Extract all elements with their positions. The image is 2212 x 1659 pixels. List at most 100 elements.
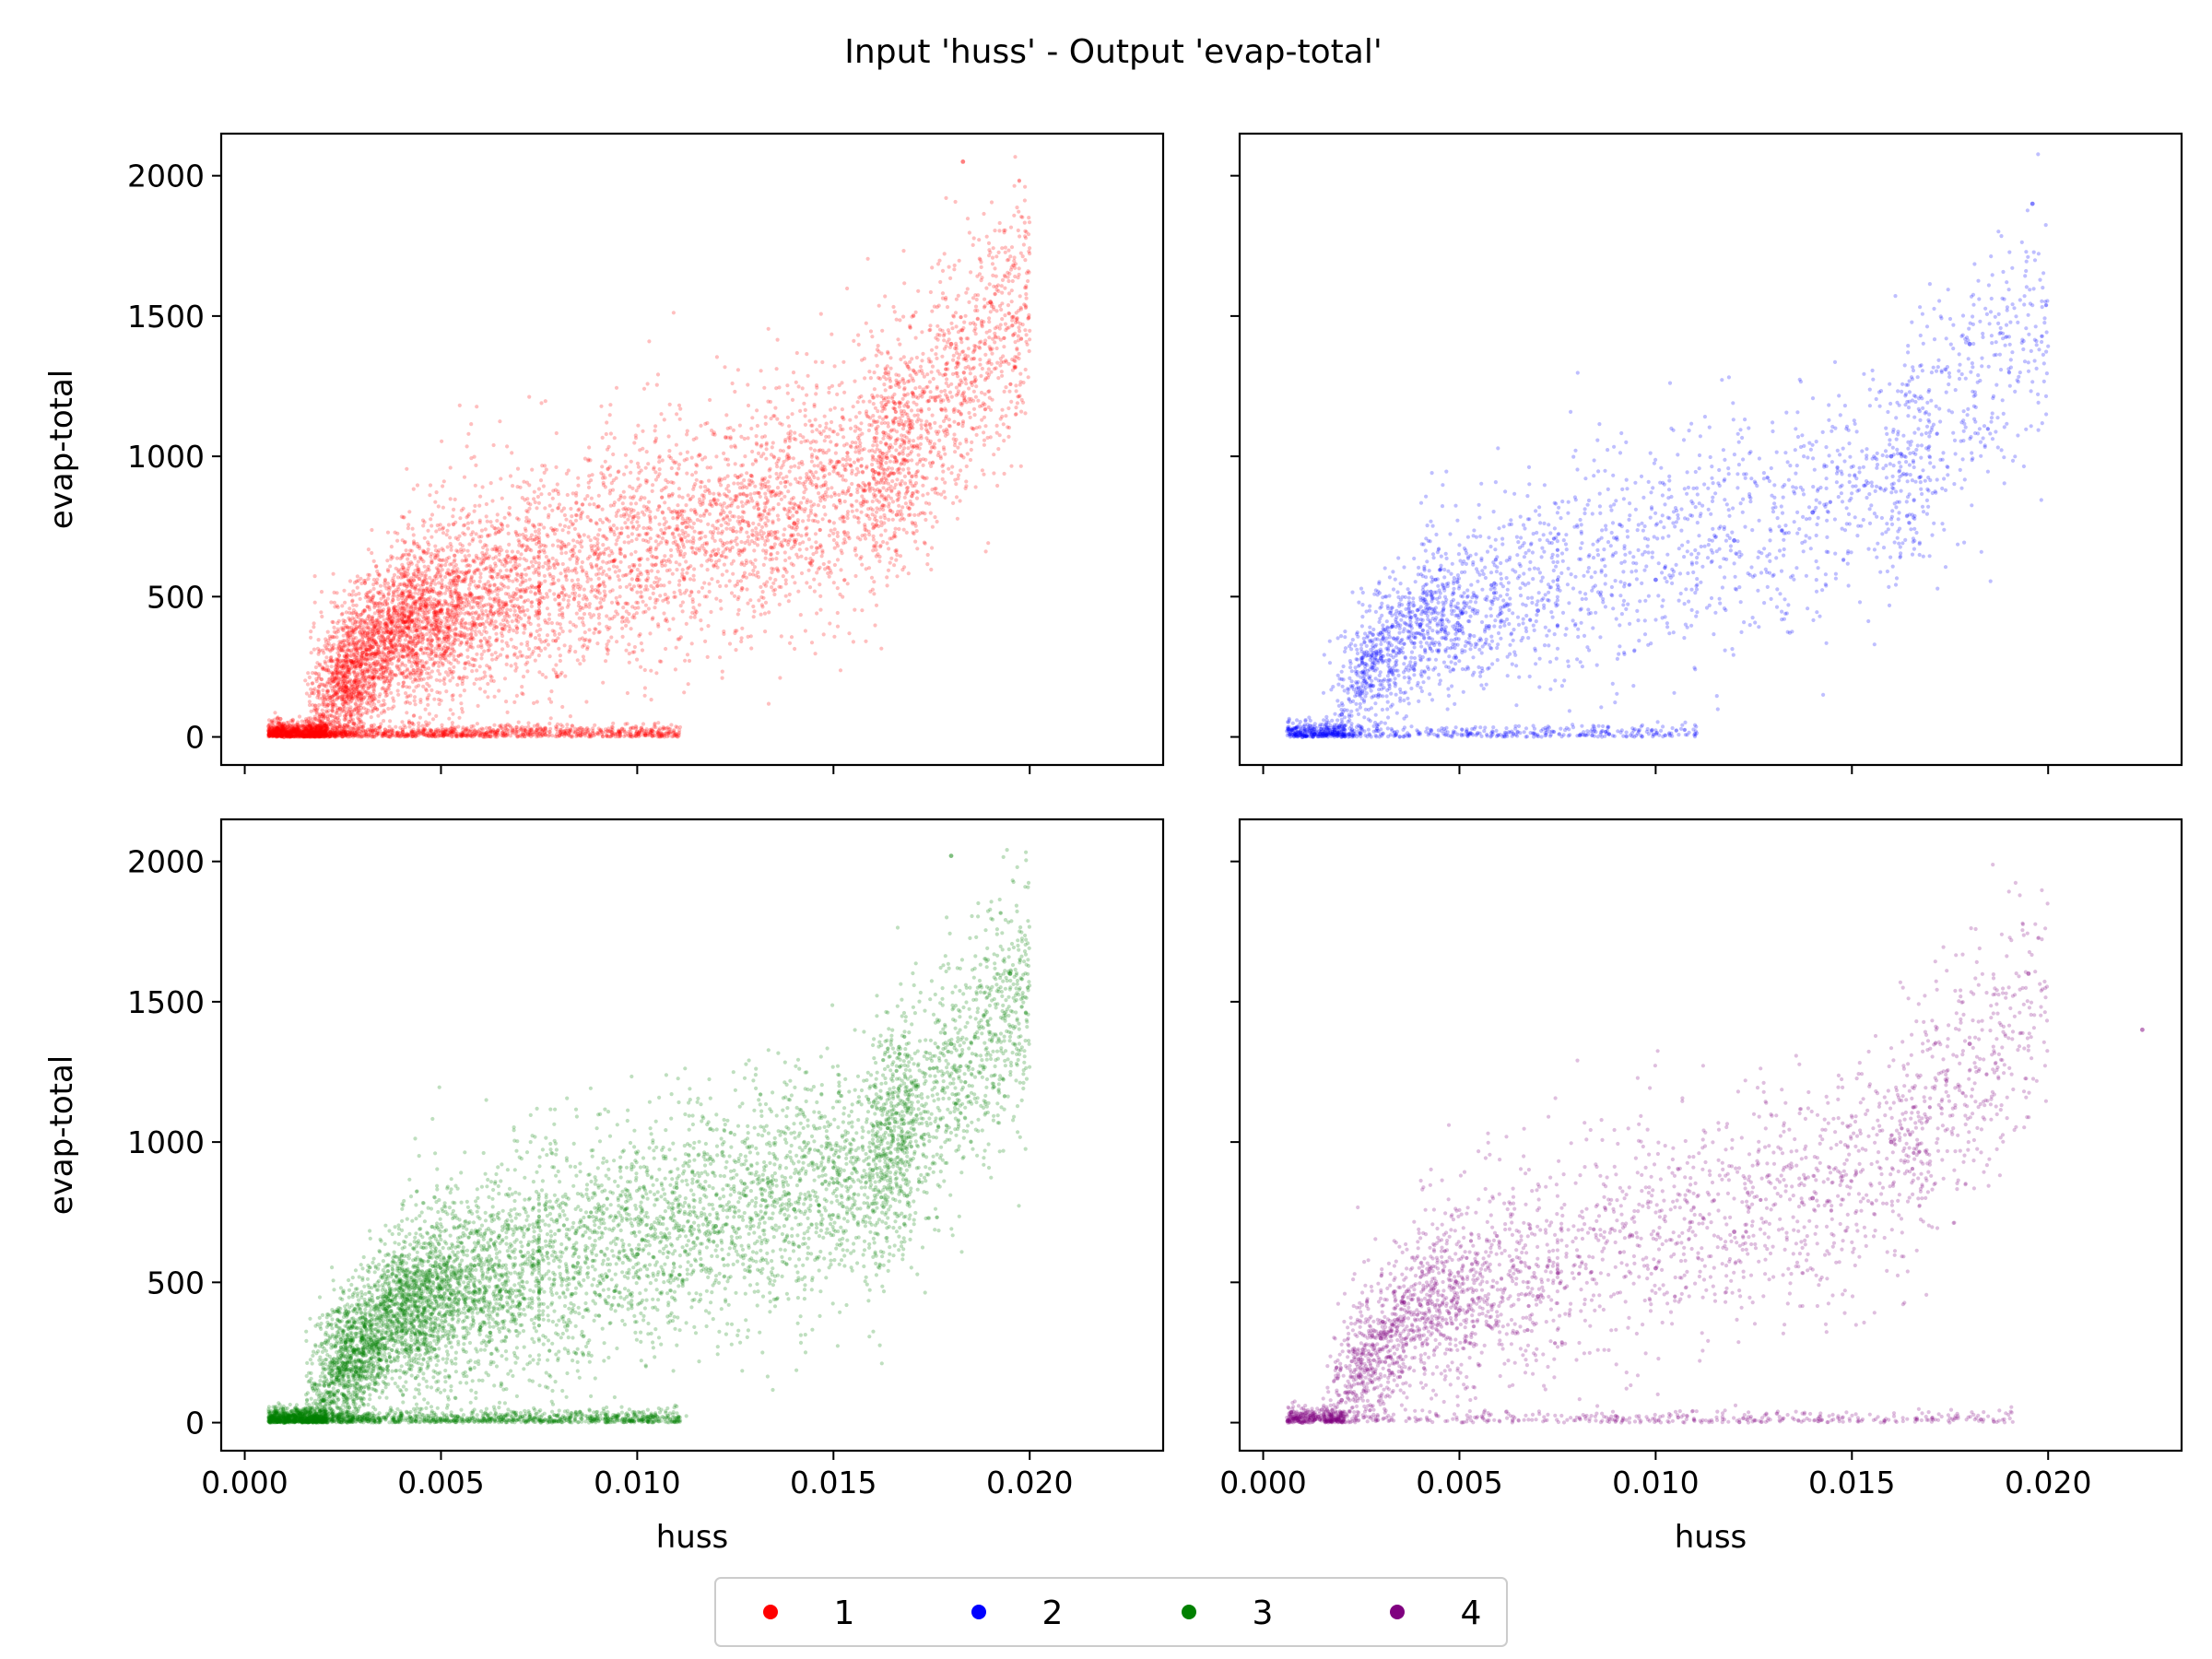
scatter-point bbox=[712, 564, 716, 569]
scatter-point bbox=[367, 730, 371, 735]
scatter-point bbox=[514, 618, 519, 623]
scatter-point bbox=[303, 678, 308, 683]
scatter-point bbox=[470, 669, 475, 674]
scatter-point bbox=[483, 553, 488, 558]
scatter-point bbox=[1021, 242, 1026, 247]
scatter-point bbox=[928, 390, 933, 394]
scatter-point bbox=[709, 609, 713, 615]
scatter-point bbox=[424, 573, 429, 578]
scatter-series-1 bbox=[266, 155, 1032, 739]
scatter-point bbox=[982, 438, 987, 442]
scatter-point bbox=[412, 695, 418, 700]
scatter-point bbox=[519, 641, 524, 646]
scatter-point bbox=[302, 733, 307, 738]
scatter-point bbox=[845, 454, 850, 459]
scatter-point bbox=[689, 641, 694, 646]
scatter-point bbox=[629, 577, 634, 582]
scatter-point bbox=[806, 513, 811, 519]
scatter-point bbox=[767, 512, 771, 516]
scatter-point bbox=[857, 410, 862, 415]
scatter-point bbox=[787, 424, 792, 429]
scatter-point bbox=[972, 413, 977, 418]
scatter-point bbox=[375, 604, 380, 608]
scatter-point bbox=[921, 463, 925, 467]
scatter-point bbox=[431, 733, 436, 737]
scatter-point bbox=[469, 730, 474, 735]
scatter-point bbox=[870, 457, 875, 462]
scatter-point bbox=[1017, 351, 1021, 356]
scatter-point bbox=[479, 535, 484, 539]
scatter-point bbox=[351, 642, 356, 648]
scatter-point bbox=[477, 665, 482, 669]
scatter-point bbox=[763, 476, 768, 481]
scatter-point bbox=[741, 573, 747, 578]
scatter-point bbox=[620, 634, 625, 640]
scatter-point bbox=[885, 541, 889, 546]
scatter-point bbox=[466, 553, 472, 558]
scatter-point bbox=[971, 398, 976, 403]
scatter-point bbox=[556, 544, 560, 548]
scatter-point bbox=[412, 618, 417, 622]
scatter-point bbox=[489, 618, 494, 622]
scatter-point bbox=[880, 451, 885, 456]
scatter-point bbox=[417, 661, 421, 665]
scatter-point bbox=[880, 328, 885, 333]
scatter-point bbox=[886, 372, 890, 377]
scatter-point bbox=[372, 631, 377, 637]
scatter-point bbox=[635, 520, 640, 524]
scatter-point bbox=[995, 283, 1001, 288]
scatter-point bbox=[994, 346, 999, 351]
scatter-point bbox=[436, 569, 441, 573]
scatter-point bbox=[719, 523, 724, 528]
scatter-point bbox=[414, 618, 419, 622]
scatter-point bbox=[801, 435, 806, 440]
scatter-point bbox=[719, 483, 724, 488]
scatter-point bbox=[488, 596, 492, 601]
scatter-point bbox=[775, 417, 780, 421]
scatter-point bbox=[505, 524, 510, 528]
scatter-point bbox=[778, 490, 782, 495]
scatter-point bbox=[634, 600, 639, 605]
scatter-point bbox=[925, 491, 930, 496]
scatter-point bbox=[614, 513, 618, 519]
scatter-point bbox=[864, 567, 868, 571]
scatter-point bbox=[902, 386, 907, 391]
scatter-point bbox=[675, 412, 679, 417]
scatter-point bbox=[806, 537, 812, 542]
scatter-point bbox=[546, 534, 550, 539]
scatter-point bbox=[505, 722, 510, 727]
scatter-point bbox=[382, 719, 386, 724]
scatter-point bbox=[675, 725, 679, 730]
scatter-point bbox=[806, 518, 811, 523]
scatter-point bbox=[556, 506, 560, 511]
scatter-point bbox=[521, 675, 526, 679]
scatter-point bbox=[855, 444, 860, 449]
scatter-point bbox=[821, 451, 826, 455]
scatter-point bbox=[908, 478, 912, 483]
scatter-point bbox=[355, 585, 359, 590]
scatter-point bbox=[573, 518, 579, 523]
scatter-point bbox=[477, 677, 482, 681]
scatter-point bbox=[677, 403, 682, 407]
scatter-point bbox=[559, 571, 563, 576]
scatter-point bbox=[477, 503, 482, 508]
scatter-point bbox=[805, 547, 809, 551]
scatter-point bbox=[762, 611, 768, 616]
scatter-point bbox=[900, 421, 905, 426]
scatter-point bbox=[371, 621, 375, 626]
scatter-point bbox=[507, 505, 512, 511]
scatter-point bbox=[987, 335, 992, 340]
scatter-point bbox=[690, 610, 695, 615]
scatter-point bbox=[406, 523, 411, 527]
scatter-point bbox=[969, 270, 973, 275]
scatter-point bbox=[668, 547, 674, 553]
scatter-point bbox=[500, 633, 505, 639]
scatter-point bbox=[478, 639, 483, 643]
scatter-point bbox=[810, 423, 815, 428]
scatter-point bbox=[600, 734, 606, 739]
scatter-point bbox=[460, 730, 465, 735]
scatter-point bbox=[791, 574, 795, 579]
scatter-point bbox=[560, 629, 565, 634]
scatter-point bbox=[535, 570, 539, 574]
scatter-point bbox=[822, 439, 827, 443]
